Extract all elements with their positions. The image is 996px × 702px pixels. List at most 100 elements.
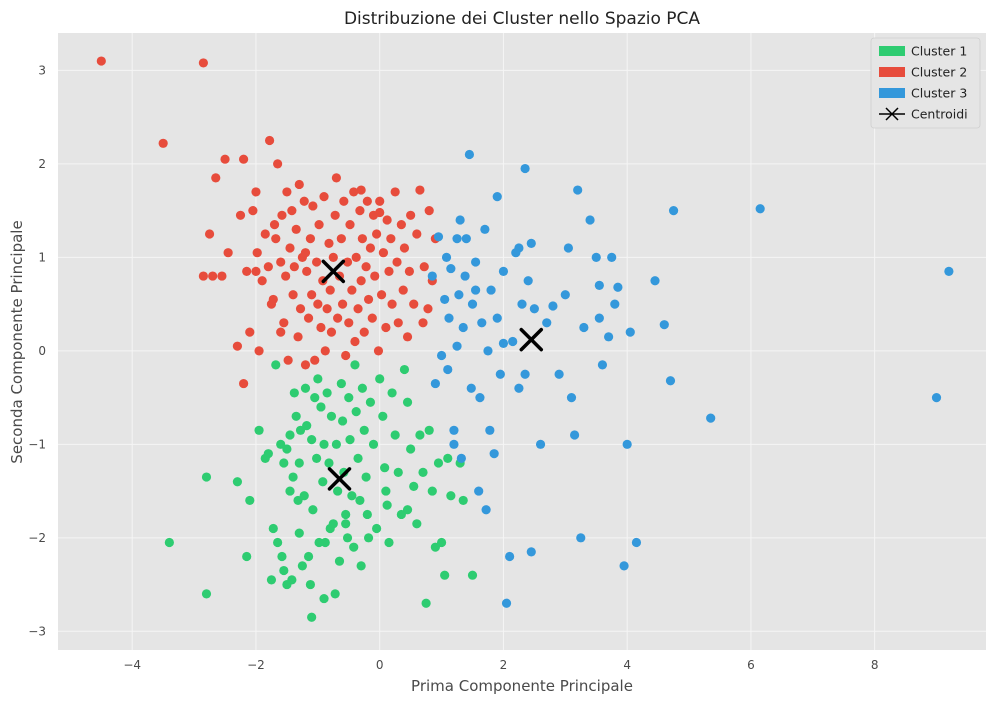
data-point	[452, 341, 462, 351]
data-point	[347, 491, 357, 501]
data-point	[393, 318, 403, 328]
data-point	[303, 313, 314, 323]
data-point	[345, 220, 355, 230]
data-point	[505, 551, 515, 562]
data-point	[402, 397, 413, 407]
data-point	[336, 378, 346, 389]
data-point	[384, 266, 394, 276]
data-point	[313, 374, 323, 384]
data-point	[266, 575, 277, 585]
data-point	[514, 383, 524, 393]
data-point	[251, 187, 261, 197]
data-point	[421, 598, 431, 608]
data-point	[486, 285, 496, 295]
x-tick-label: −2	[247, 658, 265, 672]
data-point	[498, 338, 509, 348]
data-point	[294, 528, 304, 538]
data-point	[393, 467, 403, 477]
data-point	[293, 332, 303, 342]
data-point	[353, 304, 363, 314]
data-point	[322, 388, 332, 398]
data-point	[430, 378, 440, 389]
data-point	[454, 290, 464, 300]
data-point	[665, 376, 676, 386]
grid-lines	[58, 33, 986, 650]
data-point	[399, 243, 410, 253]
data-point	[409, 299, 419, 309]
data-point	[300, 360, 311, 370]
data-point	[291, 224, 301, 234]
y-tick-label: −2	[28, 531, 46, 545]
data-point	[337, 416, 348, 426]
data-point	[313, 299, 323, 309]
data-point	[316, 322, 326, 333]
data-point	[326, 327, 337, 337]
data-point	[322, 304, 332, 314]
data-point	[341, 519, 351, 529]
data-point	[333, 313, 343, 323]
data-point	[474, 486, 484, 496]
data-point	[449, 425, 459, 435]
data-point	[344, 392, 354, 403]
data-point	[303, 551, 314, 562]
data-point	[392, 257, 402, 267]
data-point	[355, 495, 365, 506]
data-point	[353, 453, 363, 463]
data-point	[357, 234, 367, 244]
data-point	[560, 290, 570, 300]
data-point	[458, 495, 468, 506]
data-point	[282, 444, 292, 454]
data-point	[755, 204, 765, 214]
data-point	[483, 346, 493, 356]
data-point	[535, 439, 546, 449]
data-point	[279, 318, 289, 328]
data-point	[297, 561, 307, 571]
data-point	[245, 327, 255, 337]
data-point	[370, 271, 380, 281]
data-point	[404, 266, 415, 276]
plot-area	[58, 33, 986, 650]
data-point	[542, 318, 552, 328]
legend-swatch	[879, 67, 905, 77]
data-point	[467, 570, 478, 580]
data-point	[223, 248, 233, 258]
series-cluster-2	[96, 56, 440, 389]
data-point	[387, 299, 397, 309]
series-cluster-3	[427, 149, 954, 608]
centroid-markers	[321, 259, 544, 491]
x-tick-label: 2	[500, 658, 508, 672]
data-point	[427, 486, 437, 496]
data-point	[402, 332, 413, 342]
data-point	[260, 229, 270, 239]
data-point	[276, 257, 286, 267]
data-point	[310, 355, 320, 365]
data-point	[336, 234, 346, 244]
data-point	[271, 234, 281, 244]
data-point	[455, 215, 465, 225]
legend-box	[870, 37, 981, 129]
data-point	[464, 149, 475, 160]
data-point	[281, 271, 291, 281]
data-point	[415, 430, 425, 440]
data-point	[492, 313, 502, 323]
x-tick-label: 4	[623, 658, 631, 672]
data-point	[706, 413, 716, 423]
data-point	[481, 505, 491, 515]
data-point	[333, 486, 343, 496]
data-point	[361, 472, 371, 482]
data-point	[251, 266, 261, 276]
data-point	[433, 232, 444, 242]
data-point	[307, 435, 317, 445]
data-point	[569, 430, 580, 440]
data-point	[232, 477, 243, 487]
data-point	[471, 285, 481, 295]
data-point	[415, 185, 425, 195]
data-point	[514, 243, 524, 253]
data-point	[355, 206, 365, 216]
x-tick-label: 8	[871, 658, 879, 672]
data-point	[390, 187, 400, 197]
data-point	[211, 173, 221, 183]
legend-label: Cluster 2	[911, 65, 967, 80]
